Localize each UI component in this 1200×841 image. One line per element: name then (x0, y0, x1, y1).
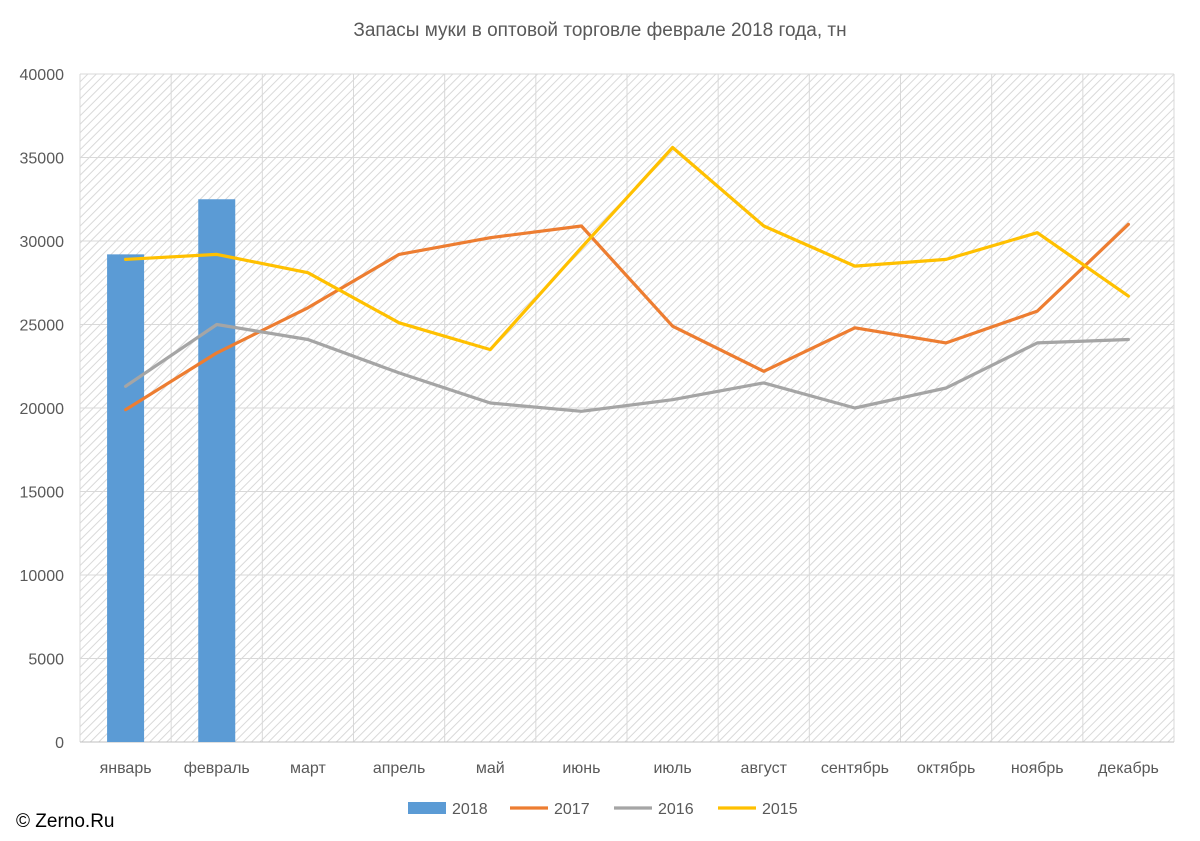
bar-2018-февраль (198, 199, 236, 742)
y-tick-label: 15000 (20, 485, 65, 502)
x-tick-label: декабрь (1098, 760, 1159, 777)
y-tick-label: 10000 (20, 568, 65, 585)
x-tick-label: февраль (184, 760, 250, 777)
x-tick-label: март (290, 760, 326, 777)
line-series-2017 (123, 222, 1131, 412)
chart-title: Запасы муки в оптовой торговле феврале 2… (353, 20, 847, 41)
x-tick-label: июнь (562, 760, 600, 777)
x-tick-label: сентябрь (821, 760, 889, 777)
y-tick-label: 0 (55, 735, 64, 752)
y-tick-label: 40000 (20, 67, 65, 84)
legend-marker-2018 (408, 802, 446, 814)
bar-2018-январь (107, 254, 145, 743)
axes: 0 5000 10000 15000 20000 25000 30000 35000 40000… (20, 67, 1174, 777)
x-tick-label: ноябрь (1011, 760, 1064, 777)
legend-label-2018: 2018 (452, 801, 488, 818)
legend: 2018 2017 2016 2015 (408, 801, 798, 818)
legend-label-2017: 2017 (554, 801, 590, 818)
x-tick-label: октябрь (917, 760, 975, 777)
y-tick-label: 25000 (20, 318, 65, 335)
line-series-2015 (123, 145, 1131, 352)
x-tick-label: август (741, 760, 788, 777)
copyright-note: © Zerno.Ru (16, 811, 115, 832)
line-series-2016 (123, 322, 1131, 413)
bar-series (107, 199, 236, 743)
line-series (123, 145, 1131, 413)
y-tick-label: 20000 (20, 401, 65, 418)
x-tick-label: апрель (373, 760, 426, 777)
y-tick-label: 30000 (20, 234, 65, 251)
x-tick-label: январь (100, 760, 152, 777)
x-tick-label: май (476, 760, 505, 777)
y-tick-label: 35000 (20, 151, 65, 168)
x-tick-label: июль (653, 760, 691, 777)
legend-label-2015: 2015 (762, 801, 798, 818)
y-tick-label: 5000 (28, 652, 64, 669)
legend-label-2016: 2016 (658, 801, 694, 818)
